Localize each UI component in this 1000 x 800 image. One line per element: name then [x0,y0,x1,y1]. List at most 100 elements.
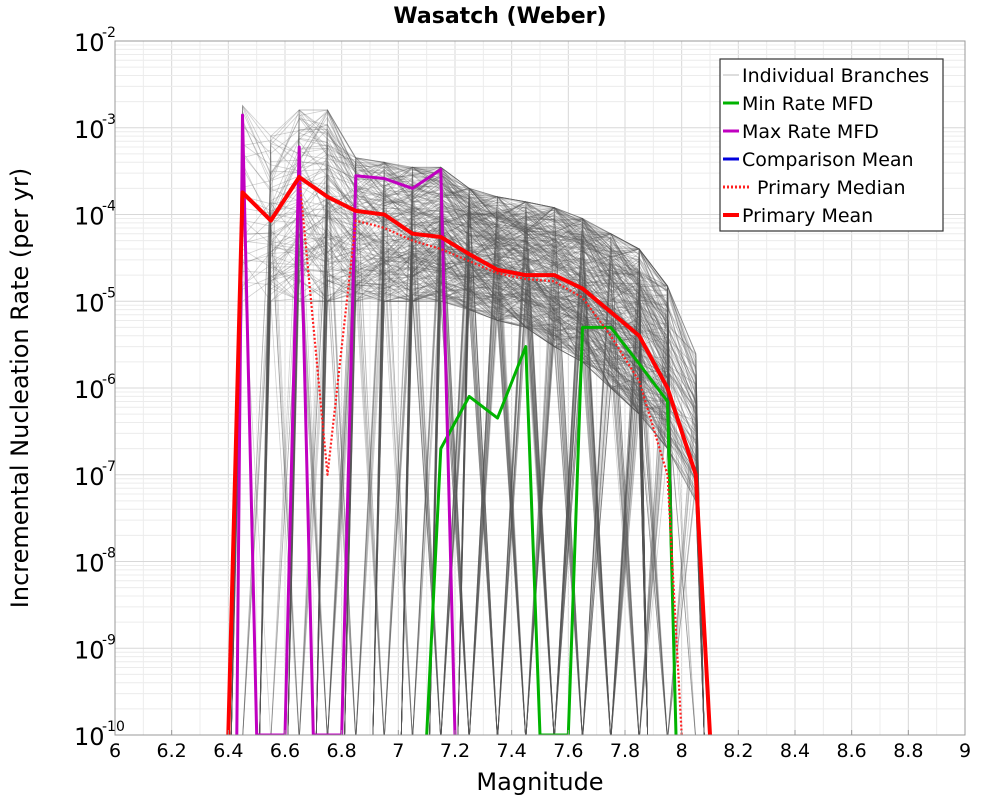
individual-branch-line [287,251,648,735]
individual-branch-line [457,205,649,735]
individual-branch-line [287,147,649,735]
x-tick-label: 7.4 [497,740,527,762]
individual-branch-line [429,167,649,735]
individual-branch-line [457,233,705,735]
individual-branch-line [259,279,677,735]
series-line-max-rate-mfd [235,113,457,735]
individual-branch-line [315,130,705,735]
individual-branch-line [315,187,705,735]
individual-branch-line [344,258,677,735]
individual-branch-line [372,284,648,735]
individual-branch-line [287,115,677,735]
individual-branch-line [457,204,705,735]
x-tick-label: 6.8 [327,740,357,762]
individual-branch-line [372,166,705,735]
individual-branch-line [259,274,705,735]
individual-branch-line [457,288,648,735]
x-tick-label: 6.4 [213,740,243,762]
individual-branch-line [287,177,677,735]
individual-branch-line [230,259,677,735]
individual-branch-line [344,161,649,735]
individual-branch-line [372,283,705,735]
individual-branch-line [457,258,648,735]
individual-branch-line [259,269,677,735]
x-tick-label: 8.4 [780,740,810,762]
individual-branch-line [259,109,611,735]
individual-branch-line [372,232,677,735]
individual-branch-line [230,233,677,735]
individual-branch-line [400,266,677,735]
individual-branch-line [287,163,677,735]
legend-label: Comparison Mean [742,149,914,171]
individual-branch-line [230,195,677,735]
individual-branch-line [287,214,648,735]
y-tick-exponent: -6 [102,372,116,388]
individual-branch-line [344,188,705,735]
individual-branch-line [457,191,649,735]
individual-branch-line [259,253,705,735]
individual-branch-line [400,261,648,735]
legend-label: Primary Mean [742,205,873,227]
individual-branch-line [230,236,648,735]
individual-branch-line [287,140,677,735]
individual-branch-line [287,168,648,735]
individual-branch-line [315,209,705,735]
individual-branch-line [287,208,648,735]
individual-branch-line [429,263,648,735]
individual-branch-line [457,232,705,735]
individual-branch-line [259,144,677,735]
individual-branch-line [230,217,705,735]
individual-branch-line [315,262,705,735]
individual-branch-line [372,300,677,735]
individual-branch-line [327,191,677,735]
series-line-min-rate-mfd [425,325,678,735]
individual-branch-line [412,218,649,735]
individual-branch-line [412,190,649,735]
individual-branch-line [469,249,705,735]
individual-branch-line [344,242,677,735]
individual-branch-line [259,148,705,735]
individual-branch-line [315,247,648,735]
y-tick-exponent: -8 [102,546,116,562]
individual-branch-line [344,192,705,735]
individual-branch-line [372,274,677,735]
individual-branch-line [259,269,677,735]
x-tick-label: 7.8 [610,740,640,762]
individual-branch-line [287,243,705,735]
individual-branch-line [457,207,649,735]
individual-branch-line [259,137,705,735]
individual-branch-line [259,228,705,735]
individual-branch-line [429,281,705,735]
individual-branch-line [287,232,677,735]
individual-branch-line [384,166,705,735]
individual-branch-line [344,175,705,735]
individual-branch-line [230,166,677,735]
individual-branch-line [372,275,648,735]
individual-branch-line [372,166,677,735]
individual-branch-line [242,175,677,735]
individual-branch-line [372,250,677,735]
individual-branch-line [259,174,705,735]
individual-branch-line [344,266,705,735]
series-layer [226,113,712,735]
individual-branch-line [344,231,705,735]
y-tick-label: 10 [74,289,105,317]
individual-branch-line [372,192,677,735]
individual-branch-line [372,290,648,735]
x-axis-ticks: 6 6.2 6.4 6.6 6.8 7 7.2 7.4 7.6 7.8 8 8.2 8.4 8.6 8.8 9 [109,730,971,762]
individual-branch-line [287,241,705,735]
individual-branch-line [457,195,677,735]
individual-branch-line [344,157,677,735]
y-tick-label: 10 [74,636,105,664]
individual-branch-line [372,166,705,735]
individual-branch-line [259,161,677,735]
y-tick-exponent: -5 [102,285,116,301]
individual-branch-line [344,186,677,735]
legend-label: Individual Branches [742,65,929,87]
individual-branch-line [259,266,677,735]
individual-branch-line [372,204,705,735]
individual-branch-line [429,244,677,735]
individual-branch-line [457,242,705,735]
individual-branch-line [400,173,649,735]
individual-branch-line [440,288,648,735]
